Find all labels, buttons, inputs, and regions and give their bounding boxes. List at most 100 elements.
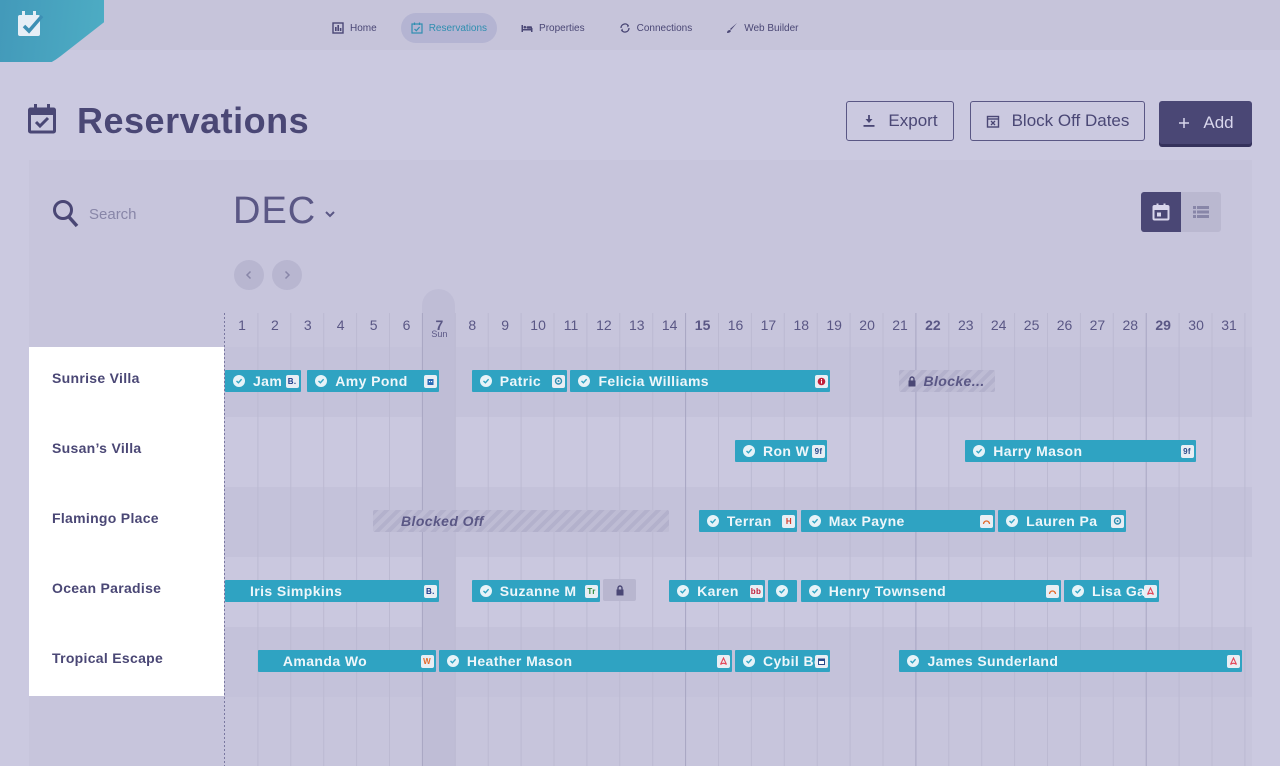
day-header-7: 7 [435, 317, 444, 333]
reservation-bar[interactable]: Amy Pond [307, 370, 439, 392]
nav-connections[interactable]: Connections [609, 13, 703, 43]
list-icon [1193, 206, 1209, 218]
month-selector[interactable]: DEC [233, 190, 336, 233]
nav-properties-label: Properties [539, 22, 585, 34]
check-icon [742, 445, 755, 457]
day-header-14: 14 [661, 317, 678, 333]
bar-chart-icon [332, 22, 344, 34]
booking-source-icon [1226, 654, 1240, 668]
nav-properties[interactable]: Properties [511, 13, 595, 43]
booking-source-icon [815, 374, 829, 388]
property-column [29, 347, 224, 696]
booking-source-icon [716, 654, 730, 668]
day-header-11: 11 [563, 317, 579, 333]
reservation-bar[interactable]: James Sunderland [899, 650, 1242, 672]
list-view-button[interactable] [1181, 192, 1221, 232]
day-header-6: 6 [402, 317, 411, 333]
reservation-bar[interactable]: Lauren Pa [998, 510, 1127, 532]
booking-source-icon [815, 654, 829, 668]
day-header-29: 29 [1155, 317, 1171, 333]
day-header-28: 28 [1122, 317, 1139, 333]
guest-name: Karen [697, 583, 739, 599]
reservation-bar[interactable]: Ron W 9f [734, 440, 828, 462]
calendar-check-icon [28, 104, 56, 134]
reservation-bar[interactable]: Felicia Williams [570, 370, 831, 392]
booking-source-icon [1111, 514, 1125, 528]
reservation-bar[interactable]: Terran H [698, 510, 798, 532]
plus-icon [1179, 117, 1190, 128]
property-name[interactable]: Ocean Paradise [52, 580, 162, 596]
nav-connections-label: Connections [636, 22, 693, 34]
reservation-bar[interactable]: Amanda Wo W [257, 650, 436, 672]
export-button[interactable]: Export [846, 101, 954, 141]
day-header-20: 20 [859, 317, 875, 333]
guest-name: Ron W [762, 443, 810, 459]
blocked-label: Blocked Off [401, 513, 484, 529]
search-input[interactable] [89, 203, 199, 225]
check-icon [315, 375, 328, 387]
check-icon [775, 585, 788, 597]
reservation-bar[interactable]: Harry Mason 9f [965, 440, 1196, 462]
blocked-dates-bar[interactable]: Blocke... [899, 370, 995, 392]
reservation-bar[interactable]: Henry Townsend [800, 580, 1061, 602]
day-header-25: 25 [1023, 317, 1040, 333]
view-toggle [1141, 192, 1221, 232]
day-header-10: 10 [530, 317, 546, 333]
day-header-30: 30 [1188, 317, 1204, 333]
booking-source-icon: H [782, 514, 796, 528]
nav-reservations[interactable]: Reservations [400, 13, 498, 43]
reservation-bar[interactable]: Suzanne M Tr [471, 580, 601, 602]
check-icon [578, 375, 591, 387]
property-name[interactable]: Susan’s Villa [52, 440, 142, 456]
reservation-bar[interactable]: Lisa Ga [1063, 580, 1160, 602]
calendar-view-button[interactable] [1141, 192, 1181, 232]
add-button[interactable]: Add [1159, 101, 1252, 144]
check-icon [1006, 515, 1019, 527]
reservation-bar[interactable]: Jam B. [225, 370, 301, 392]
day-header-12: 12 [596, 317, 612, 333]
blocked-date-cell[interactable] [603, 579, 637, 601]
check-icon [973, 445, 986, 457]
nav-home[interactable]: Home [322, 13, 387, 43]
guest-name: Max Payne [828, 513, 905, 529]
nav-reservations-label: Reservations [428, 22, 488, 34]
reservation-bar[interactable]: Patric [471, 370, 568, 392]
top-nav-bar [0, 0, 1280, 50]
block-off-dates-label: Block Off Dates [1011, 111, 1130, 130]
day-header-5: 5 [369, 317, 378, 333]
booking-source-icon: 9f [1180, 444, 1194, 458]
check-icon [907, 655, 920, 667]
guest-name: Jam [253, 373, 283, 389]
guest-name: Henry Townsend [828, 583, 947, 599]
day-header-9: 9 [501, 317, 510, 333]
booking-source-icon: bb [749, 584, 763, 598]
bed-icon [521, 25, 533, 32]
chevron-right-icon [284, 270, 291, 280]
property-name[interactable]: Tropical Escape [52, 650, 164, 666]
block-off-dates-button[interactable]: Block Off Dates [970, 101, 1145, 141]
reservation-bar[interactable]: Heather Mason [438, 650, 732, 672]
reservation-bar[interactable]: Iris Simpkins B. [225, 580, 439, 602]
guest-name: Amanda Wo [282, 653, 368, 669]
download-icon [863, 115, 875, 127]
previous-month-button[interactable] [234, 260, 264, 290]
lock-icon [615, 584, 625, 596]
day-header-3: 3 [303, 317, 312, 333]
day-header-19: 19 [826, 317, 842, 333]
check-icon [479, 375, 492, 387]
reservation-bar[interactable]: Karen bb [669, 580, 765, 602]
property-name[interactable]: Flamingo Place [52, 510, 159, 526]
guest-name: Terran [726, 513, 772, 529]
app-logo[interactable] [0, 0, 104, 62]
guest-name: James Sunderland [927, 653, 1059, 669]
property-name[interactable]: Sunrise Villa [52, 370, 140, 386]
blocked-dates-bar[interactable]: Blocked Off [373, 510, 670, 532]
booking-source-icon [423, 374, 437, 388]
reservation-bar[interactable] [767, 580, 798, 602]
day-header-24: 24 [990, 317, 1007, 333]
nav-web-builder[interactable]: Web Builder [716, 13, 808, 43]
reservation-bar[interactable]: Max Payne [800, 510, 995, 532]
reservation-bar[interactable]: Cybil Benn [734, 650, 831, 672]
booking-source-icon [1144, 584, 1158, 598]
next-month-button[interactable] [272, 260, 302, 290]
